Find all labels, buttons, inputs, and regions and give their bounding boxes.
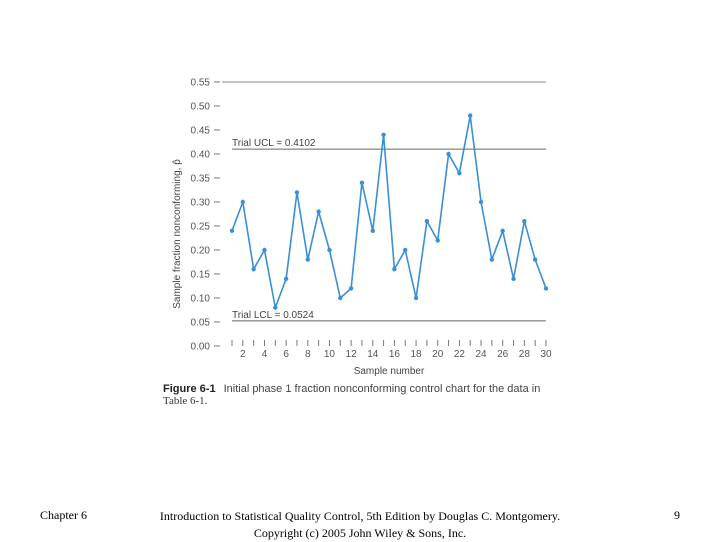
data-point bbox=[338, 295, 343, 301]
footer-chapter: Chapter 6 bbox=[40, 508, 87, 522]
data-point bbox=[468, 113, 473, 118]
series-line bbox=[231, 115, 547, 311]
data-point bbox=[511, 276, 516, 281]
x-tick-label: 12 bbox=[346, 349, 358, 360]
y-tick-label: 0.50 bbox=[191, 102, 211, 113]
x-tick-label: 22 bbox=[454, 349, 466, 360]
data-point bbox=[446, 151, 451, 157]
x-tick-label: 16 bbox=[389, 349, 401, 360]
x-tick-label: 26 bbox=[497, 349, 509, 360]
data-series bbox=[229, 113, 549, 311]
data-point bbox=[478, 199, 484, 205]
y-tick-label: 0.15 bbox=[191, 270, 211, 281]
data-point bbox=[229, 228, 235, 233]
ucl-label: Trial UCL = 0.4102 bbox=[232, 138, 316, 149]
caption-line-1: Initial phase 1 fraction nonconforming c… bbox=[223, 383, 541, 395]
data-point bbox=[348, 286, 354, 291]
y-axis-title: Sample fraction nonconforming, p̂ bbox=[171, 159, 183, 309]
data-point bbox=[392, 267, 397, 272]
caption-line-2: Table 6-1. bbox=[163, 395, 208, 407]
data-point bbox=[435, 238, 440, 243]
data-point bbox=[522, 219, 527, 224]
data-point bbox=[403, 247, 408, 253]
data-point bbox=[294, 190, 300, 195]
data-point bbox=[489, 257, 495, 262]
x-tick-label: 24 bbox=[475, 349, 487, 360]
data-point bbox=[413, 295, 419, 301]
x-axis-ticks: 2 4 6 8 10 12 14 16 18 20 22 24 26 28 30 bbox=[231, 340, 552, 360]
data-point bbox=[424, 219, 430, 224]
data-point bbox=[305, 257, 310, 262]
data-point bbox=[283, 276, 289, 281]
y-tick-label: 0.10 bbox=[191, 294, 211, 305]
x-tick-label: 18 bbox=[411, 349, 423, 360]
data-point bbox=[543, 286, 549, 291]
data-point bbox=[327, 247, 332, 253]
x-tick-label: 10 bbox=[324, 349, 336, 360]
data-point bbox=[532, 257, 538, 262]
y-tick-label: 0.25 bbox=[191, 222, 211, 233]
data-point bbox=[457, 171, 462, 176]
data-point bbox=[370, 228, 375, 233]
x-tick-label: 14 bbox=[367, 349, 379, 360]
x-tick-label: 2 bbox=[240, 349, 246, 360]
x-tick-label: 20 bbox=[432, 349, 444, 360]
y-tick-label: 0.00 bbox=[191, 342, 211, 353]
data-point bbox=[273, 305, 278, 310]
page-number: 9 bbox=[674, 508, 680, 522]
lcl-label: Trial LCL = 0.0524 bbox=[232, 310, 314, 321]
data-point bbox=[359, 180, 365, 185]
figure-label: Figure 6-1 bbox=[163, 383, 216, 395]
data-point bbox=[381, 132, 386, 137]
data-point bbox=[251, 267, 256, 272]
y-axis-ticks: 0.00 0.05 0.10 0.15 0.20 0.25 0.30 0.35 0.40 0.45… bbox=[191, 78, 546, 353]
y-tick-label: 0.45 bbox=[191, 126, 211, 137]
y-tick-label: 0.55 bbox=[191, 78, 211, 89]
x-tick-label: 8 bbox=[305, 349, 311, 360]
footer-citation-line-2: Copyright (c) 2005 John Wiley & Sons, In… bbox=[253, 526, 467, 540]
y-tick-label: 0.35 bbox=[191, 174, 211, 185]
y-tick-label: 0.30 bbox=[191, 198, 211, 209]
x-tick-label: 28 bbox=[519, 349, 531, 360]
control-limits: Trial UCL = 0.4102 Trial LCL = 0.0524 bbox=[232, 138, 546, 322]
footer-citation: Introduction to Statistical Quality Cont… bbox=[140, 508, 580, 542]
x-axis-title: Sample number bbox=[354, 366, 425, 377]
data-point bbox=[500, 228, 505, 233]
x-tick-label: 6 bbox=[283, 349, 289, 360]
x-tick-label: 30 bbox=[540, 349, 552, 360]
x-tick-label: 4 bbox=[262, 349, 268, 360]
y-tick-label: 0.20 bbox=[191, 246, 211, 257]
data-point bbox=[262, 247, 267, 253]
figure-caption: Figure 6-1 Initial phase 1 fraction nonco… bbox=[163, 383, 563, 407]
data-point bbox=[316, 209, 321, 214]
y-tick-label: 0.40 bbox=[191, 150, 211, 161]
data-point bbox=[240, 199, 246, 205]
footer-citation-line-1: Introduction to Statistical Quality Cont… bbox=[159, 509, 561, 523]
y-tick-label: 0.05 bbox=[191, 318, 211, 329]
